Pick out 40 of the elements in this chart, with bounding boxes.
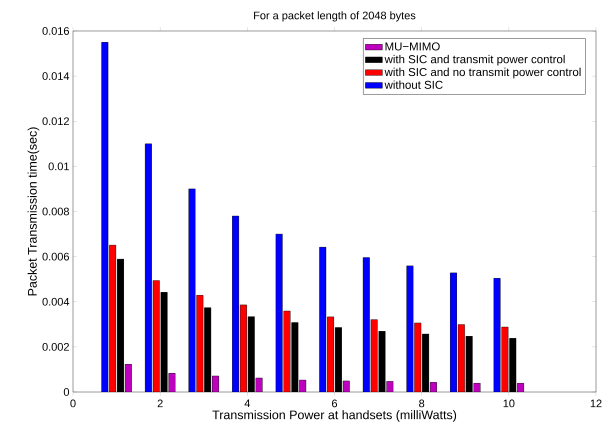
- x-tick-label: 8: [419, 400, 424, 408]
- x-axis-title: Transmission Power at handsets (milliWatts): [212, 410, 456, 422]
- bar: [232, 216, 240, 392]
- x-tick-label: 4: [244, 400, 250, 408]
- x-tick-label: 6: [332, 400, 338, 408]
- bar: [240, 304, 247, 392]
- y-tick-label: 0.01: [48, 162, 69, 170]
- x-tick-label: 12: [590, 400, 602, 408]
- bar: [101, 42, 108, 392]
- bar: [196, 295, 204, 392]
- bar: [458, 324, 465, 392]
- x-tick-label: 10: [504, 400, 514, 408]
- y-tick-label: 0.002: [42, 343, 69, 351]
- legend-label: MU−MIMO: [386, 42, 440, 51]
- x-tick-label: 0: [70, 400, 76, 408]
- y-tick-label: 0: [64, 388, 70, 396]
- chart-title: For a packet length of 2048 bytes: [254, 11, 416, 22]
- bar: [188, 188, 196, 392]
- y-tick-label: 0.016: [42, 27, 69, 35]
- legend-label: with SIC and no transmit power control: [384, 68, 581, 78]
- bar: [406, 266, 414, 392]
- x-tick-label: 2: [158, 400, 163, 408]
- bar: [362, 257, 370, 392]
- bar: [450, 272, 457, 392]
- bar: [276, 234, 283, 392]
- y-tick-label: 0.006: [42, 252, 69, 261]
- bar: [109, 244, 116, 392]
- y-axis-title: Packet Transmission time(sec): [28, 127, 40, 296]
- y-tick-label: 0.014: [42, 72, 70, 80]
- bar: [494, 278, 501, 392]
- legend-label: with SIC and transmit power control: [384, 54, 565, 66]
- bar: [284, 310, 290, 392]
- bar: [327, 316, 334, 392]
- bar: [501, 326, 508, 392]
- legend-label: without SIC: [384, 80, 443, 89]
- y-tick-label: 0.012: [42, 117, 69, 126]
- y-tick-label: 0.008: [42, 208, 69, 216]
- bar: [370, 319, 378, 392]
- y-tick-label: 0.004: [42, 298, 70, 306]
- bar: [144, 144, 152, 392]
